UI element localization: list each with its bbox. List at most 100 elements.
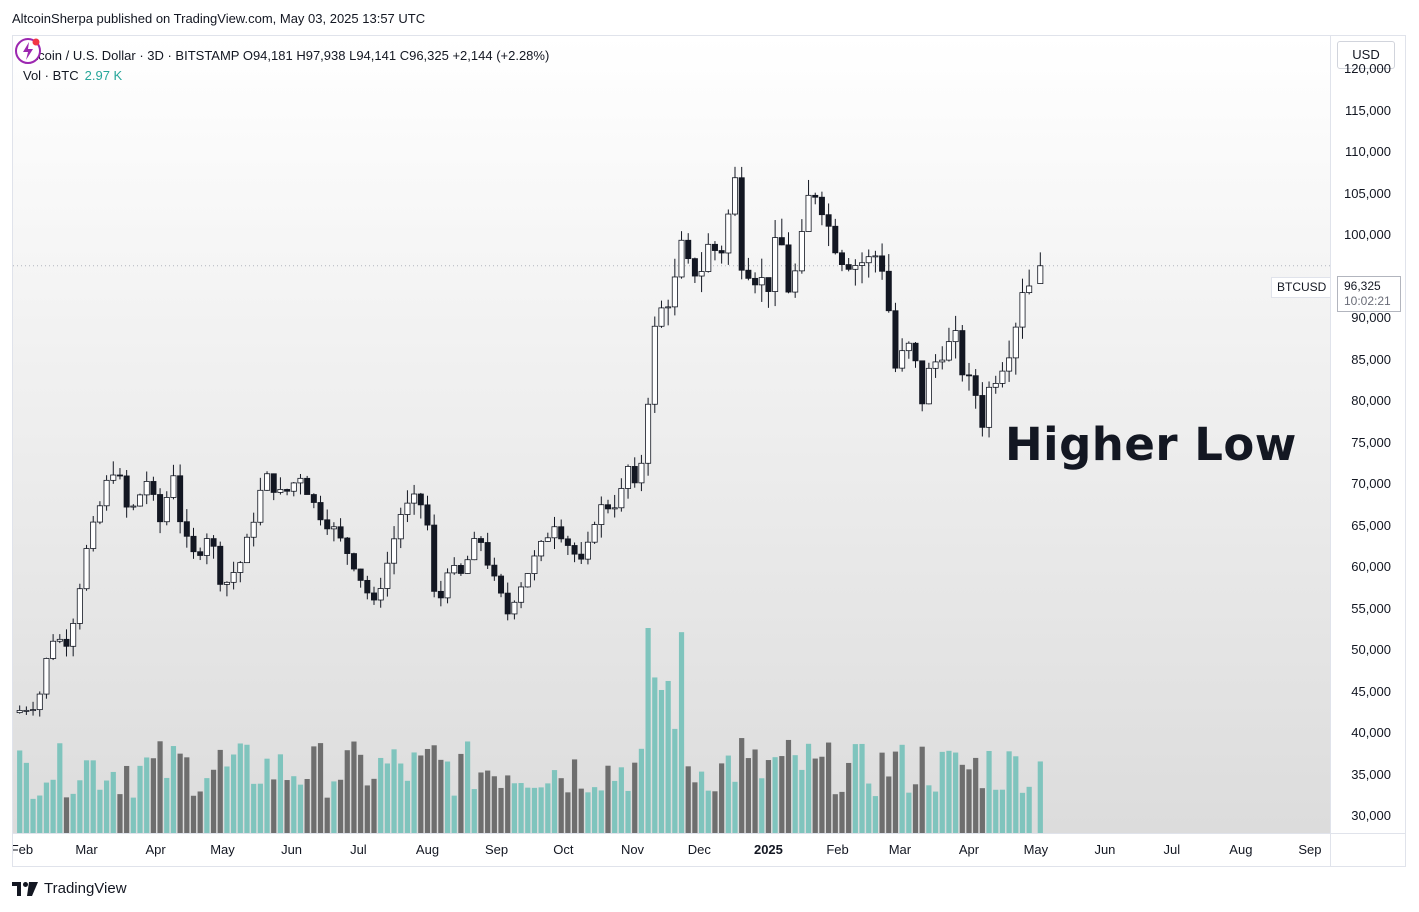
- candle-body: [417, 493, 424, 506]
- volume-bar: [150, 758, 156, 833]
- candle: [825, 203, 832, 247]
- time-tick-label: Oct: [553, 842, 574, 857]
- volume-bar: [906, 792, 912, 833]
- volume-bar: [451, 795, 457, 833]
- candle-body: [350, 553, 357, 570]
- candle-body: [591, 524, 598, 543]
- candle-body: [43, 658, 50, 695]
- volume-bar: [612, 780, 618, 833]
- chart-pane[interactable]: Bitcoin / U.S. Dollar · 3D · BITSTAMP O9…: [13, 36, 1333, 833]
- candle: [217, 541, 224, 592]
- candle: [150, 476, 157, 501]
- candle-body: [317, 502, 324, 521]
- candle-body: [745, 269, 752, 279]
- volume-bar: [291, 776, 297, 833]
- volume-bar: [505, 775, 511, 833]
- candle: [143, 471, 150, 505]
- vol-value: 2.97 K: [84, 68, 123, 83]
- symbol-tag: BTCUSD: [1271, 277, 1333, 298]
- volume-bar: [919, 746, 925, 833]
- volume-bar: [257, 783, 263, 833]
- candle: [310, 493, 317, 509]
- candle-body: [564, 538, 571, 546]
- volume-bar: [331, 781, 337, 833]
- candle-body: [1037, 265, 1044, 284]
- volume-bar: [231, 754, 237, 833]
- volume-bar: [418, 755, 424, 833]
- candle-body: [551, 526, 558, 539]
- candle: [170, 464, 177, 500]
- volume-bar: [17, 750, 23, 833]
- volume-bar: [431, 745, 437, 833]
- candle-body: [812, 194, 819, 198]
- candle: [718, 245, 725, 264]
- candle-body: [243, 536, 250, 564]
- volume-bar: [772, 757, 778, 833]
- volume-bar: [351, 741, 357, 833]
- volume-bar: [685, 766, 691, 833]
- candle-body: [457, 565, 464, 574]
- time-tick-label: Apr: [145, 842, 166, 857]
- candle: [384, 551, 391, 597]
- candle: [471, 531, 478, 561]
- volume-bar: [1006, 751, 1012, 833]
- volume-bar: [424, 748, 431, 833]
- candle-body: [765, 277, 772, 292]
- time-tick-label: Jul: [1163, 842, 1181, 857]
- candle-body: [183, 521, 190, 537]
- candle: [417, 492, 424, 519]
- footer-brand[interactable]: TradingView: [44, 880, 127, 897]
- candle: [163, 491, 170, 526]
- volume-bar: [518, 783, 524, 833]
- time-scale[interactable]: Feb Mar Apr May Jun Jul Aug Sep Oct Nov Dec 2025 Feb…: [13, 833, 1330, 866]
- candle: [451, 557, 458, 575]
- candle: [912, 342, 919, 368]
- candle-body: [518, 586, 525, 603]
- price-tick-label: 70,000: [1351, 476, 1391, 492]
- candle-body: [63, 638, 70, 647]
- candle: [444, 568, 451, 604]
- time-tick-label: Aug: [1229, 842, 1253, 857]
- volume-bar: [464, 741, 471, 833]
- currency-button[interactable]: USD: [1337, 41, 1395, 69]
- candle: [243, 533, 250, 564]
- candle-body: [852, 265, 859, 270]
- candle: [698, 252, 705, 293]
- higher-low-annotation[interactable]: Higher Low: [1005, 418, 1297, 471]
- candle: [992, 375, 999, 394]
- candle: [691, 257, 698, 283]
- candle-body: [143, 481, 150, 496]
- price-scale[interactable]: USD 120,000 115,000 110,000 105,000 100,000 9…: [1330, 36, 1405, 833]
- volume-bar: [83, 760, 90, 833]
- candle: [591, 521, 598, 544]
- snapshot-icon[interactable]: [13, 36, 43, 66]
- candle: [725, 209, 732, 265]
- volume-bar: [879, 752, 885, 833]
- volume-bar: [525, 787, 531, 833]
- volume-bar: [284, 780, 290, 833]
- candle: [538, 540, 545, 562]
- candle: [63, 629, 70, 657]
- volume-bar: [946, 750, 952, 833]
- legend-volume-line[interactable]: Vol · BTC 2.97 K: [23, 66, 549, 86]
- legend-symbol-line[interactable]: Bitcoin / U.S. Dollar · 3D · BITSTAMP O9…: [23, 48, 550, 63]
- candle-body: [598, 504, 605, 525]
- volume-bar: [204, 778, 210, 833]
- candle-body: [210, 538, 217, 547]
- volume-bar: [311, 746, 317, 833]
- candle: [859, 252, 866, 284]
- candle-body: [678, 239, 685, 278]
- candle-body: [264, 473, 271, 491]
- volume-bar: [210, 769, 217, 833]
- candle: [631, 457, 638, 488]
- candle: [177, 464, 184, 534]
- candle-body: [558, 526, 565, 540]
- candle-body: [865, 256, 872, 264]
- candle: [832, 218, 839, 255]
- volume-bar: [866, 783, 872, 833]
- volume-bar: [411, 752, 417, 833]
- candle: [925, 362, 932, 405]
- price-tick-label: 65,000: [1351, 517, 1391, 533]
- candle: [23, 706, 30, 715]
- candle: [457, 563, 464, 576]
